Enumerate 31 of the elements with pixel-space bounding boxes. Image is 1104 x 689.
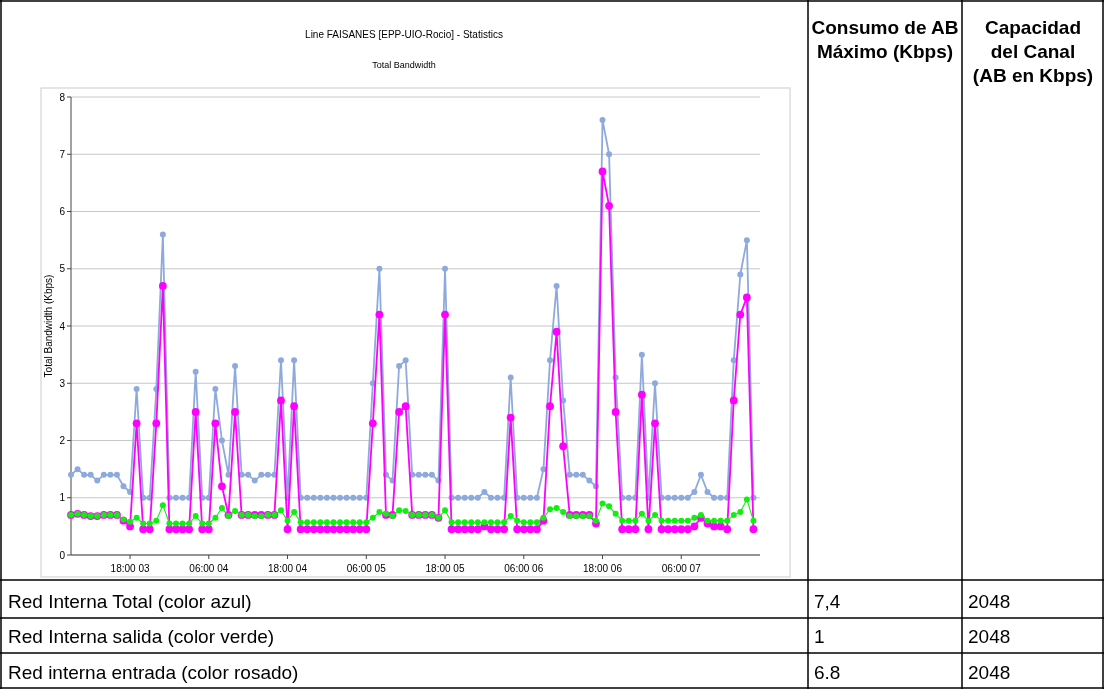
y-tick-label: 4 xyxy=(59,320,66,332)
y-tick-label: 8 xyxy=(59,91,66,103)
x-tick-label: 18:00 05 xyxy=(425,563,465,574)
y-tick-label: 2 xyxy=(59,435,66,446)
text: 6.8 xyxy=(814,662,841,683)
y-tick-label: 6 xyxy=(59,206,66,217)
y-tick-label: 3 xyxy=(59,377,66,389)
text: Red interna entrada (color rosado) xyxy=(8,662,299,683)
x-tick-label: 06:00 07 xyxy=(661,563,702,574)
text: Consumo de AB Máximo (Kbps) xyxy=(811,17,959,62)
text: Red Interna Total (color azul) xyxy=(8,591,252,612)
x-tick-label: 18:00 06 xyxy=(583,563,623,574)
chart-title: Line FAISANES [EPP-UIO-Rocio] - Statistics xyxy=(305,29,503,40)
y-axis-title: Total Bandwidth (Kbps) xyxy=(43,274,54,378)
x-tick-label: 06:00 05 xyxy=(346,563,387,574)
y-tick-label: 1 xyxy=(59,492,66,504)
x-tick-label: 06:00 06 xyxy=(504,563,544,574)
x-tick-label: 06:00 04 xyxy=(189,563,229,574)
text: Red Interna salida (color verde) xyxy=(8,626,275,647)
text: 2048 xyxy=(968,591,1011,612)
text: 1 xyxy=(814,626,825,647)
text: 2048 xyxy=(968,662,1011,683)
text: 7,4 xyxy=(814,591,841,612)
y-tick-label: 7 xyxy=(59,148,66,160)
y-tick-label: 5 xyxy=(59,263,66,275)
chart-subtitle: Total Bandwidth xyxy=(372,60,436,70)
text: 2048 xyxy=(968,626,1011,647)
x-tick-label: 18:00 03 xyxy=(110,563,150,574)
text: Capacidad del Canal (AB en Kbps) xyxy=(972,17,1094,86)
x-tick-label: 18:00 04 xyxy=(268,563,308,574)
y-tick-label: 0 xyxy=(59,549,66,561)
